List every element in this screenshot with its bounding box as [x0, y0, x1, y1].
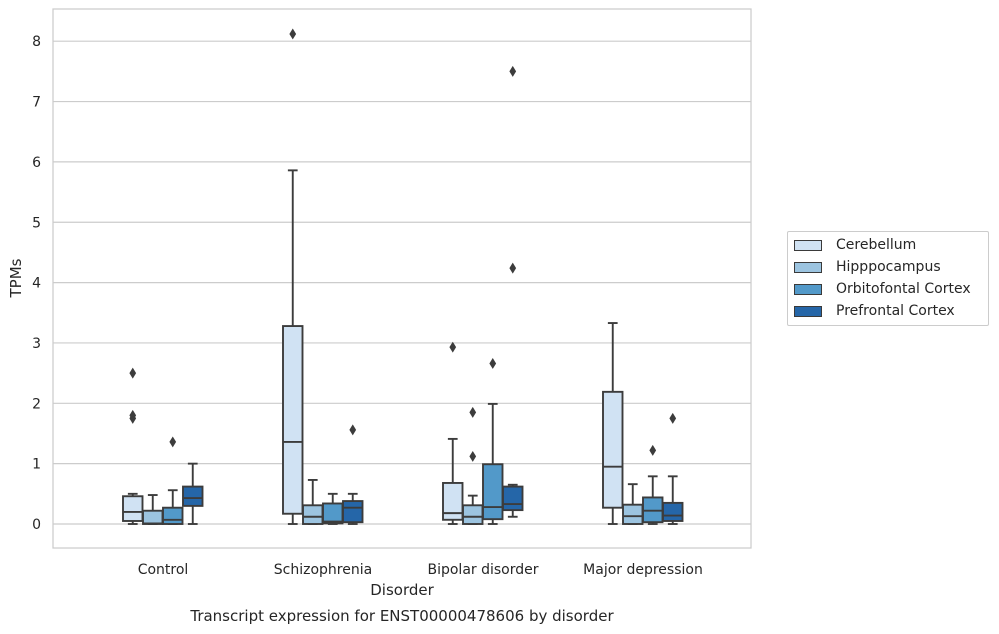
legend-item-cerebellum: Cerebellum	[794, 235, 916, 255]
box-control-prefrontal-cortex	[182, 462, 204, 525]
plot-frame	[52, 8, 752, 549]
outlier-point	[669, 412, 677, 424]
y-tick-label: 3	[32, 336, 41, 352]
chart-caption: Transcript expression for ENST0000047860…	[190, 607, 614, 625]
box-schizophrenia-orbitofontal-cortex	[322, 492, 344, 525]
outlier-point	[129, 409, 137, 421]
box-body	[182, 485, 204, 507]
box-body	[502, 485, 524, 512]
box-schizophrenia-hipppocampus	[302, 478, 324, 525]
y-tick-label: 6	[32, 155, 41, 171]
box-body	[482, 463, 504, 521]
x-tick-label-major-depression: Major depression	[583, 562, 703, 578]
y-axis-ticks: 0 1 2 3 4 5 6 7 8	[32, 34, 41, 533]
box-body	[602, 390, 624, 509]
box-bipolar-disorder-prefrontal-cortex	[502, 65, 524, 518]
y-tick-label: 4	[32, 276, 41, 292]
x-tick-label-schizophrenia: Schizophrenia	[274, 562, 372, 578]
y-tick-label: 0	[32, 517, 41, 533]
outlier-point	[289, 28, 297, 40]
outlier-point	[449, 341, 457, 353]
box-body	[282, 325, 304, 515]
legend-label-orbitofontal-cortex: Orbitofontal Cortex	[836, 281, 971, 297]
legend-item-hipppocampus: Hipppocampus	[794, 257, 941, 277]
x-tick-label-control: Control	[138, 562, 189, 578]
x-tick-label-bipolar-disorder: Bipolar disorder	[427, 562, 538, 578]
legend-item-orbitofontal-cortex: Orbitofontal Cortex	[794, 279, 971, 299]
x-axis-label: Disorder	[370, 581, 434, 599]
y-tick-label: 1	[32, 457, 41, 473]
box-body	[622, 503, 644, 525]
legend-swatch-cerebellum	[794, 239, 822, 251]
y-axis-label: TPMs	[7, 258, 25, 298]
box-major-depression-prefrontal-cortex	[662, 412, 684, 525]
box-major-depression-cerebellum	[602, 322, 624, 525]
box-schizophrenia-prefrontal-cortex	[342, 424, 364, 525]
box-major-depression-orbitofontal-cortex	[642, 444, 664, 525]
y-tick-label: 2	[32, 396, 41, 412]
outlier-point	[469, 406, 477, 418]
box-schizophrenia-cerebellum	[282, 28, 304, 525]
outlier-point	[649, 444, 657, 456]
outlier-point	[489, 358, 497, 369]
box-body	[462, 504, 484, 525]
outlier-point	[509, 262, 517, 274]
box-control-orbitofontal-cortex	[162, 436, 184, 525]
box-body	[302, 504, 324, 525]
outlier-point	[169, 436, 177, 448]
box-body	[442, 482, 464, 521]
legend-label-prefrontal-cortex: Prefrontal Cortex	[836, 303, 955, 319]
box-bipolar-disorder-hipppocampus	[462, 406, 484, 525]
y-tick-label: 7	[32, 95, 41, 111]
box-body	[322, 502, 344, 525]
box-body	[122, 495, 144, 522]
y-tick-label: 5	[32, 215, 41, 231]
outlier-point	[129, 367, 137, 379]
y-tick-label: 8	[32, 34, 41, 50]
box-body	[662, 501, 684, 522]
box-bipolar-disorder-orbitofontal-cortex	[482, 358, 504, 525]
legend-item-prefrontal-cortex: Prefrontal Cortex	[794, 301, 955, 321]
legend-swatch-prefrontal-cortex	[794, 305, 822, 317]
box-major-depression-hipppocampus	[622, 483, 644, 525]
outlier-point	[349, 424, 357, 436]
outlier-point	[469, 450, 477, 462]
box-control-cerebellum	[122, 367, 144, 525]
box-body	[142, 509, 164, 525]
box-body	[342, 500, 364, 524]
box-bipolar-disorder-cerebellum	[442, 341, 464, 525]
legend-swatch-hipppocampus	[794, 261, 822, 273]
legend-swatch-orbitofontal-cortex	[794, 283, 822, 295]
box-body	[162, 506, 184, 525]
grid-lines	[53, 40, 751, 525]
x-axis-ticks: Control Schizophrenia Bipolar disorder Majo…	[138, 562, 703, 578]
legend: Cerebellum Hipppocampus Orbitofontal Cor…	[787, 231, 989, 326]
box-control-hipppocampus	[142, 494, 164, 525]
box-plot-series	[122, 28, 684, 525]
outlier-point	[509, 65, 517, 77]
legend-label-hipppocampus: Hipppocampus	[836, 259, 941, 275]
legend-label-cerebellum: Cerebellum	[836, 237, 917, 253]
